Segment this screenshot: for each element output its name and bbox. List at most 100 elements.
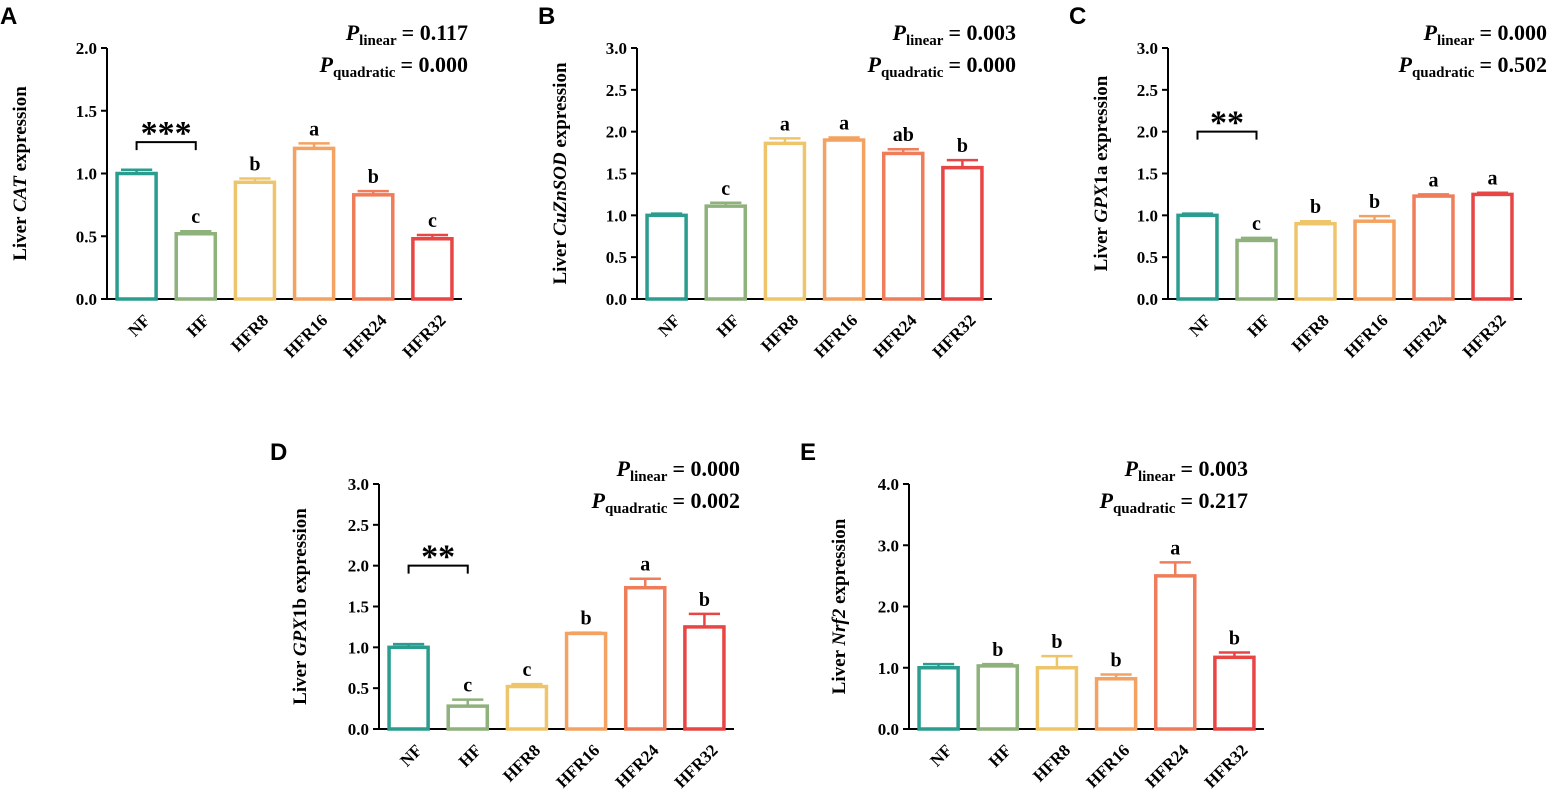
y-tick-label: 2.5 [606, 81, 627, 100]
bar-nf [387, 645, 430, 731]
y-tick-label: 1.0 [1137, 206, 1158, 225]
bar-nf [1176, 213, 1219, 301]
p-linear: Plinear = 0.003 [892, 20, 1017, 49]
y-axis-label: Liver CuZnSOD expression [550, 62, 571, 284]
x-tick-label: HF [183, 311, 213, 341]
p-symbol: P [1397, 52, 1412, 77]
bar-nf [645, 213, 688, 301]
significance-letter: b [1229, 627, 1240, 649]
significance-letter: a [640, 554, 650, 576]
x-tick-label: HFR8 [1288, 311, 1333, 356]
significance-letter: b [1051, 631, 1062, 653]
p-quadratic: Pquadratic = 0.502 [1397, 52, 1547, 81]
y-tick-label: 0.0 [348, 720, 369, 739]
y-axis-label: Liver CAT expression [10, 86, 31, 261]
bar-hfr16 [1094, 677, 1138, 731]
p-symbol: P [1124, 456, 1139, 481]
significance-letter: c [428, 210, 437, 232]
p-linear: Plinear = 0.000 [616, 456, 741, 485]
x-tick-label: HFR24 [1142, 740, 1193, 791]
significance-letter: c [463, 675, 472, 697]
x-tick-label: HFR24 [1400, 310, 1451, 361]
bar-hfr8 [233, 180, 277, 301]
y-tick-label: 3.0 [606, 39, 627, 58]
bar-hf [174, 231, 218, 301]
y-axis-label-gene: CAT [10, 175, 31, 212]
p-symbol: P [616, 456, 631, 481]
p-quadratic-subscript: quadratic [1412, 65, 1475, 81]
y-axis-label-gene: Nrf2 [829, 608, 850, 646]
p-symbol: P [866, 52, 881, 77]
y-axis-label-suffix: expression [550, 62, 571, 152]
p-quadratic: Pquadratic = 0.002 [590, 488, 740, 517]
y-tick-label: 0.0 [76, 290, 97, 309]
x-tick-label: NF [124, 311, 153, 340]
x-tick-label: HF [985, 741, 1015, 771]
x-tick-label: NF [1185, 311, 1214, 340]
significance-asterisks: ** [421, 539, 455, 576]
p-quadratic: Pquadratic = 0.217 [1098, 488, 1248, 517]
y-tick-label: 1.5 [606, 165, 627, 184]
bar-hfr32 [1213, 655, 1256, 731]
p-quadratic-value: = 0.000 [400, 52, 468, 77]
significance-bracket [1196, 130, 1258, 140]
p-linear-value: = 0.000 [672, 456, 740, 481]
x-tick-label: NF [926, 741, 955, 770]
y-tick-label: 2.5 [1137, 81, 1158, 100]
p-linear-value: = 0.117 [402, 20, 468, 45]
y-tick-label: 1.5 [76, 102, 97, 121]
significance-letter: c [191, 206, 200, 228]
panel-letter: E [800, 439, 816, 466]
y-tick-label: 2.0 [76, 39, 97, 58]
bar-hfr24 [881, 151, 925, 301]
y-tick-label: 0.0 [878, 720, 899, 739]
y-axis-label-prefix: Liver [10, 212, 31, 261]
p-linear: Plinear = 0.117 [345, 20, 468, 49]
significance-bracket [135, 141, 197, 151]
x-tick-label: HFR32 [1459, 311, 1510, 362]
chart-panel-d: D 0.0 0.5 1.0 1.5 2.0 2.5 3.0 Liver GPX1b expres… [270, 439, 740, 792]
p-symbol: P [1423, 20, 1438, 45]
bar-hfr16 [822, 138, 866, 301]
y-axis-label: Liver GPX1a expression [1091, 75, 1112, 271]
significance-letter: c [522, 659, 531, 681]
p-symbol: P [1098, 488, 1113, 513]
y-axis-label-gene: CuZnSOD [550, 152, 571, 236]
bar-hfr24 [1153, 574, 1197, 731]
x-tick-label: HFR8 [499, 741, 544, 786]
x-tick-label: HFR24 [870, 310, 921, 361]
p-linear-subscript: linear [906, 33, 944, 49]
y-tick-label: 0.5 [348, 679, 369, 698]
x-tick-label: HFR16 [552, 741, 603, 792]
p-quadratic-subscript: quadratic [881, 65, 944, 81]
p-linear-value: = 0.003 [1180, 456, 1248, 481]
y-tick-label: 2.0 [1137, 123, 1158, 142]
p-quadratic-subscript: quadratic [1113, 501, 1176, 517]
p-linear-subscript: linear [1437, 33, 1475, 49]
bar-hf [1235, 238, 1278, 301]
significance-letter: a [1488, 168, 1498, 190]
y-axis-label-prefix: Liver [829, 646, 850, 695]
p-linear: Plinear = 0.000 [1423, 20, 1548, 49]
significance-letter: b [992, 639, 1003, 661]
y-tick-label: 1.0 [76, 165, 97, 184]
x-tick-label: HFR32 [929, 311, 980, 362]
significance-letter: a [309, 118, 319, 140]
significance-letter: b [1310, 196, 1321, 218]
y-tick-label: 0.0 [1137, 290, 1158, 309]
y-tick-label: 2.0 [606, 123, 627, 142]
p-quadratic-subscript: quadratic [605, 501, 668, 517]
p-linear-subscript: linear [630, 469, 668, 485]
bar-hf [446, 704, 490, 731]
p-quadratic-value: = 0.217 [1180, 488, 1248, 513]
y-axis-label-prefix: Liver [290, 656, 311, 705]
y-axis-label-prefix: Liver [550, 236, 571, 285]
p-quadratic-value: = 0.002 [672, 488, 740, 513]
chart-panel-a: A 0.0 0.5 1.0 1.5 2.0 Liver CAT expression NF c H… [0, 3, 468, 362]
panel-letter: B [538, 3, 555, 30]
x-tick-label: HFR16 [280, 311, 331, 362]
x-tick-label: HFR32 [1201, 741, 1252, 792]
x-tick-label: HF [713, 311, 743, 341]
bar-hfr24 [623, 585, 667, 731]
